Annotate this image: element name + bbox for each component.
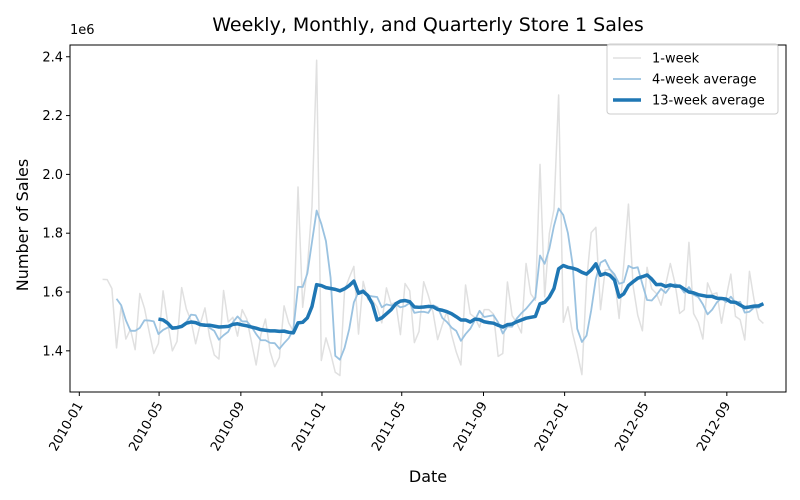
y-axis-title: Number of Sales [13,159,32,291]
series-line-1 [102,59,764,377]
legend-box [606,43,779,115]
y-tick-label: 1.6 [42,286,63,301]
chart-title: Weekly, Monthly, and Quarterly Store 1 S… [212,14,644,36]
series-group [102,59,765,377]
legend-label-1: 1-week [652,52,700,67]
legend: 1-week 4-week average 13-week average [606,43,779,115]
y-tick-label: 1.4 [42,344,63,359]
plot-frame [69,44,787,393]
legend-label-2: 4-week average [652,73,756,88]
y-tick-label: 1.8 [42,227,63,242]
series-line-3 [158,262,765,335]
y-tick-label: 2.4 [42,50,63,65]
x-axis-title: Date [409,467,447,486]
y-multiplier-label: 1e6 [70,23,95,38]
legend-label-3: 13-week average [652,94,765,109]
series-line-2 [115,207,764,361]
y-tick-label: 2.0 [42,168,63,183]
y-tick-label: 2.2 [42,109,63,124]
